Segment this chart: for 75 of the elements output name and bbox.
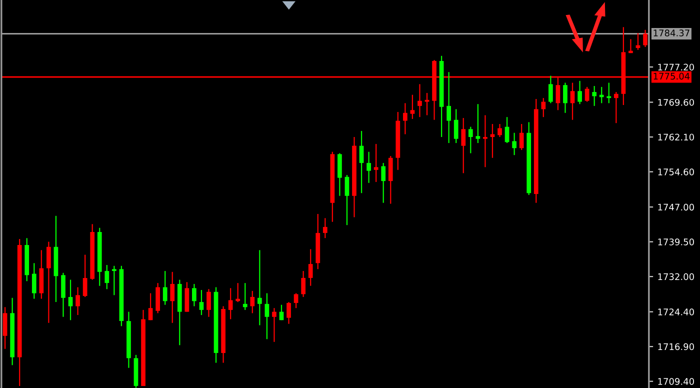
candlestick bbox=[498, 123, 502, 138]
candlestick bbox=[286, 301, 291, 324]
candlestick bbox=[156, 282, 160, 314]
candlestick bbox=[322, 218, 328, 239]
y-tick-label: 1716.90 bbox=[658, 343, 694, 350]
candlestick bbox=[606, 82, 612, 104]
y-tick-label: 1724.40 bbox=[658, 308, 694, 316]
y-tick-label: 1762.10 bbox=[658, 134, 694, 141]
candlestick bbox=[578, 80, 582, 105]
candlestick bbox=[2, 306, 8, 350]
y-tick-label: 1739.50 bbox=[658, 238, 694, 246]
candlestick bbox=[46, 241, 51, 324]
candlestick bbox=[388, 155, 393, 204]
candlestick bbox=[446, 72, 452, 144]
y-tick-label: 1754.60 bbox=[658, 168, 694, 176]
candlestick bbox=[359, 130, 364, 194]
candlestick bbox=[148, 292, 153, 321]
candlestick bbox=[228, 288, 233, 320]
candlestick bbox=[242, 282, 248, 310]
candlestick bbox=[643, 29, 648, 48]
candlestick bbox=[308, 248, 313, 286]
candlestick bbox=[162, 270, 168, 306]
candlestick bbox=[272, 308, 276, 342]
candlestick bbox=[61, 272, 66, 318]
candlestick bbox=[592, 85, 597, 106]
ref-line-label: 1784.37 bbox=[654, 30, 690, 36]
candlestick bbox=[461, 117, 466, 174]
candlestick bbox=[476, 104, 480, 144]
candlestick bbox=[483, 114, 488, 168]
candlestick bbox=[294, 292, 298, 309]
candlestick bbox=[344, 174, 350, 226]
candlestick bbox=[184, 282, 190, 312]
candlestick bbox=[512, 132, 516, 156]
candlestick bbox=[468, 126, 473, 154]
candlestick bbox=[192, 283, 196, 307]
candlestick bbox=[104, 264, 110, 290]
candlestick bbox=[563, 82, 568, 114]
candlestick bbox=[82, 254, 88, 298]
y-tick-label: 1732.00 bbox=[658, 273, 694, 280]
candlestick bbox=[584, 86, 590, 102]
y-tick-label: 1777.20 bbox=[658, 64, 694, 71]
candlestick bbox=[570, 82, 575, 120]
candlestick bbox=[548, 75, 553, 104]
candlestick bbox=[402, 102, 408, 135]
candlestick bbox=[264, 292, 270, 340]
y-tick-label: 1709.40 bbox=[658, 378, 694, 385]
candlestick bbox=[250, 290, 255, 314]
candlestick bbox=[338, 152, 342, 196]
candlestick bbox=[199, 289, 204, 316]
candlestick bbox=[170, 271, 175, 324]
candlestick bbox=[366, 151, 371, 184]
y-tick-label: 1769.60 bbox=[658, 98, 694, 106]
candlestick bbox=[599, 86, 604, 104]
candlestick bbox=[541, 98, 546, 118]
candlestick bbox=[424, 92, 430, 116]
candlestick bbox=[519, 123, 524, 151]
candlestick bbox=[454, 108, 458, 144]
candlestick bbox=[236, 282, 240, 303]
candlestick bbox=[504, 116, 510, 144]
candlestick bbox=[418, 84, 422, 118]
candlestick bbox=[257, 250, 262, 326]
candlestick bbox=[410, 94, 415, 120]
candlestick bbox=[636, 32, 640, 50]
candlestick bbox=[112, 265, 116, 296]
candlestick bbox=[628, 38, 633, 54]
y-tick-label: 1747.00 bbox=[658, 204, 694, 211]
candlestick bbox=[301, 270, 306, 298]
candlestick bbox=[206, 288, 211, 318]
ref-line-label: 1775.04 bbox=[654, 72, 690, 80]
candlestick bbox=[374, 143, 378, 183]
candlestick bbox=[614, 91, 618, 124]
candlestick bbox=[32, 262, 36, 300]
candlestick bbox=[381, 162, 386, 204]
candlestick bbox=[490, 123, 495, 158]
candlestick bbox=[76, 286, 80, 316]
